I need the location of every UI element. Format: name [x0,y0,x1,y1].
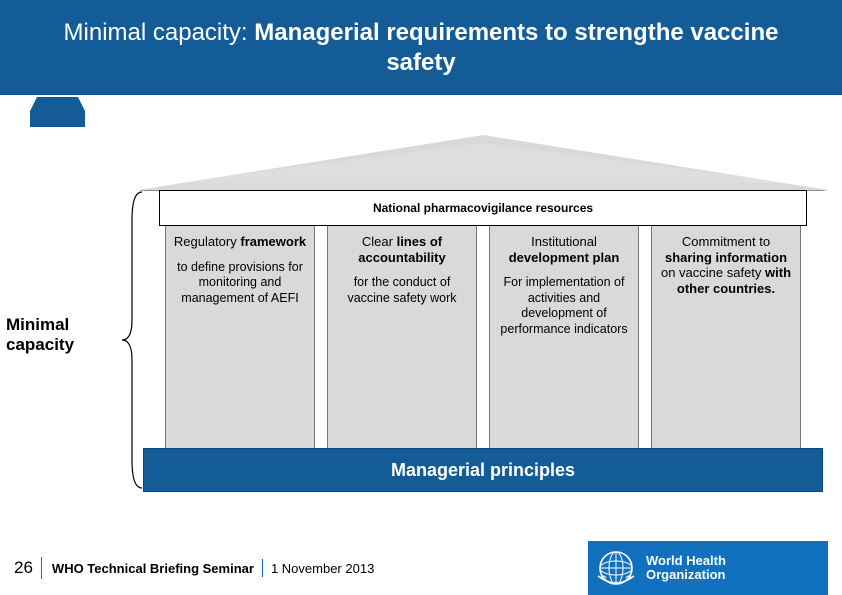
pillar-2-header: Clear lines of accountability [334,234,470,265]
who-emblem-icon [594,546,638,590]
tab-cut-left [22,95,38,127]
pillar-2-body: for the conduct of vaccine safety work [334,275,470,306]
title-bold: Managerial requirements to strengthe vac… [254,19,778,76]
pillar-1-header: Regulatory framework [174,234,306,250]
footer-divider-1 [41,557,42,579]
footer-seminar: WHO Technical Briefing Seminar [52,561,254,576]
pillar-4: Commitment to sharing information on vac… [651,226,801,452]
footer: 26 WHO Technical Briefing Seminar 1 Nove… [0,541,842,595]
page-number: 26 [14,558,33,578]
pillar-3-body: For implementation of activities and dev… [496,275,632,338]
pillar-3: Institutional development plan For imple… [489,226,639,452]
page-title: Minimal capacity: Managerial requirement… [30,18,812,78]
beam: National pharmacovigilance resources [159,190,807,226]
title-bar: Minimal capacity: Managerial requirement… [0,0,842,95]
pillars-row: Regulatory framework to define provision… [159,226,807,452]
beam-label: National pharmacovigilance resources [373,201,593,215]
base-plinth: Managerial principles [143,448,823,492]
pillar-4-header: Commitment to sharing information on vac… [658,234,794,296]
footer-date: 1 November 2013 [271,561,374,576]
pillar-4-header-prefix: Commitment to [682,234,770,249]
pillar-1: Regulatory framework to define provision… [165,226,315,452]
who-text: World Health Organization [646,554,726,581]
pillar-3-header: Institutional development plan [496,234,632,265]
tab-cut-right [77,95,93,127]
pillar-2-header-prefix: Clear [362,234,397,249]
pillar-3-header-prefix: Institutional [531,234,597,249]
temple-diagram: National pharmacovigilance resources Reg… [138,135,828,505]
pillar-3-header-bold: development plan [509,250,620,265]
pillar-4-header-bold: sharing information [665,250,787,265]
pillar-4-header-suffix: on vaccine safety [661,265,765,280]
pillar-1-body: to define provisions for monitoring and … [172,260,308,307]
title-prefix: Minimal capacity: [64,19,255,46]
pillar-1-header-bold: framework [240,234,306,249]
base-label: Managerial principles [391,460,575,481]
pillar-1-header-prefix: Regulatory [174,234,240,249]
roof-highlight [173,143,793,183]
who-org-line2: Organization [646,567,725,582]
pillar-2: Clear lines of accountability for the co… [327,226,477,452]
who-logo: World Health Organization [588,541,828,595]
side-label: Minimal capacity [6,315,116,354]
footer-divider-2 [262,559,263,577]
